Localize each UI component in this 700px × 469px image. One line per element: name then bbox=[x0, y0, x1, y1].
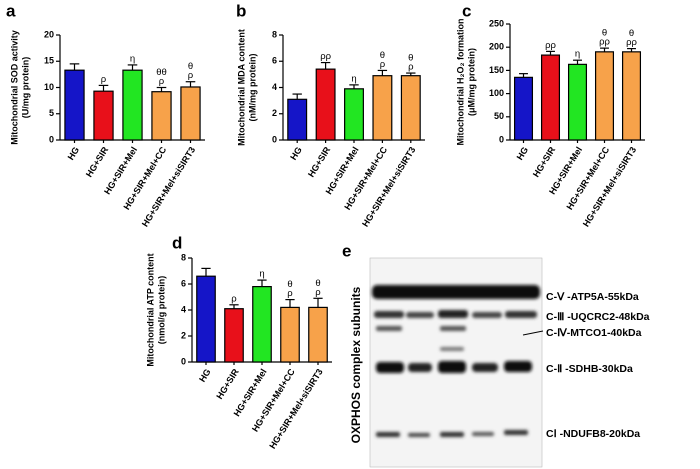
y-tick-label: 5 bbox=[49, 108, 54, 118]
bar bbox=[93, 90, 114, 141]
y-tick-label: 4 bbox=[181, 304, 186, 314]
x-tick-label: HG+SIR bbox=[84, 145, 111, 179]
x-tick-label: HG bbox=[66, 145, 82, 162]
y-tick-label: 15 bbox=[44, 56, 54, 66]
significance-label: ρ bbox=[231, 293, 237, 304]
x-tick-label: HG+SIR bbox=[214, 367, 241, 401]
significance-label: ρρ bbox=[545, 40, 556, 51]
x-tick-label: HG+SIR bbox=[306, 145, 333, 179]
y-tick-label: 0 bbox=[49, 134, 54, 144]
western-blot bbox=[369, 257, 544, 468]
band-label: C-Ⅴ -ATP5A-55kDa bbox=[546, 291, 639, 303]
x-tick-label: HG bbox=[197, 367, 213, 384]
bar bbox=[280, 306, 300, 363]
significance-label: ρ bbox=[101, 74, 107, 85]
significance-label: ρ bbox=[287, 288, 293, 299]
bar bbox=[287, 98, 308, 141]
significance-label: ρρ bbox=[626, 37, 637, 48]
y-tick-label: 2 bbox=[272, 108, 277, 118]
bar bbox=[252, 286, 272, 363]
y-tick-label: 20 bbox=[44, 29, 54, 39]
significance-label: ρ bbox=[408, 62, 414, 73]
x-tick-label: HG+SIR+Mel+siSIRT3 bbox=[360, 145, 417, 229]
bar bbox=[567, 63, 588, 141]
bar bbox=[122, 69, 143, 141]
bar bbox=[372, 75, 393, 141]
y-tick-label: 0 bbox=[499, 134, 504, 144]
y-tick-label: 4 bbox=[272, 82, 277, 92]
band-label: C-Ⅱ -SDHB-30kDa bbox=[546, 363, 633, 375]
y-axis-label: (μM/mg protein) bbox=[466, 48, 476, 116]
bar bbox=[151, 91, 172, 141]
x-tick-label: HG bbox=[515, 145, 531, 162]
y-axis-label: Mitochondrial MDA content bbox=[236, 29, 246, 146]
y-tick-label: 2 bbox=[181, 330, 186, 340]
y-tick-label: 0 bbox=[272, 134, 277, 144]
bar bbox=[64, 69, 85, 141]
significance-label: θ bbox=[602, 28, 607, 39]
significance-label: θ bbox=[287, 279, 292, 290]
bar bbox=[180, 86, 201, 141]
y-tick-label: 250 bbox=[489, 18, 504, 28]
bar bbox=[196, 275, 216, 363]
x-tick-label: HG+SIR bbox=[531, 145, 558, 179]
bar bbox=[594, 51, 615, 141]
bar bbox=[513, 76, 534, 141]
significance-label: θ bbox=[188, 61, 193, 72]
blot-ylabel: OXPHOS complex subunits bbox=[349, 286, 363, 443]
bar bbox=[621, 51, 642, 141]
y-tick-label: 10 bbox=[44, 82, 54, 92]
significance-label: ρ bbox=[380, 59, 386, 70]
y-tick-label: 6 bbox=[272, 56, 277, 66]
y-axis-label: Mitochondrial ATP content bbox=[145, 253, 155, 366]
significance-label: ρρ bbox=[599, 37, 610, 48]
panel-letter: e bbox=[342, 241, 351, 260]
significance-label: ρ bbox=[188, 70, 194, 81]
y-tick-label: 0 bbox=[181, 356, 186, 366]
significance-label: η bbox=[351, 73, 356, 84]
x-tick-label: HG bbox=[288, 145, 304, 162]
bar bbox=[400, 75, 421, 141]
significance-label: ρ bbox=[315, 287, 321, 298]
band-label: C-Ⅲ -UQCRC2-48kDa bbox=[546, 311, 650, 323]
significance-label: θ bbox=[315, 278, 320, 289]
significance-label: ρρ bbox=[320, 51, 331, 62]
band-label: C-Ⅳ-MTCO1-40kDa bbox=[546, 327, 642, 339]
bar bbox=[224, 308, 244, 363]
y-tick-label: 6 bbox=[181, 278, 186, 288]
y-tick-label: 100 bbox=[489, 88, 504, 98]
panel-letter: b bbox=[236, 1, 246, 20]
band-label: CⅠ -NDUFB8-20kDa bbox=[546, 428, 640, 440]
y-axis-label: (U/mg protein) bbox=[20, 57, 30, 119]
significance-label: θθ bbox=[156, 67, 167, 78]
significance-label: θ bbox=[380, 50, 385, 61]
x-tick-label: HG+SIR+Mel+siSIRT3 bbox=[140, 145, 197, 229]
x-tick-label: HG+SIR+Mel+siSIRT3 bbox=[581, 145, 638, 229]
significance-label: η bbox=[130, 53, 135, 64]
panel-letter: c bbox=[462, 1, 471, 20]
y-tick-label: 8 bbox=[181, 252, 186, 262]
y-axis-label: Mitochondrial SOD activity bbox=[9, 30, 19, 145]
bar bbox=[308, 306, 328, 363]
significance-label: ρ bbox=[159, 76, 165, 87]
bar bbox=[540, 54, 561, 141]
significance-label: η bbox=[575, 49, 580, 60]
y-tick-label: 50 bbox=[494, 111, 504, 121]
significance-label: η bbox=[259, 269, 264, 280]
y-tick-label: 150 bbox=[489, 65, 504, 75]
y-tick-label: 200 bbox=[489, 42, 504, 52]
y-axis-label: (nM/mg protein) bbox=[247, 54, 257, 122]
bar bbox=[315, 68, 336, 141]
significance-label: θ bbox=[629, 28, 634, 39]
panel-letter: d bbox=[172, 233, 182, 252]
y-axis-label: Mitochondrial H₂O₂ formation bbox=[455, 19, 465, 146]
panel-letter: a bbox=[6, 1, 16, 20]
y-tick-label: 8 bbox=[272, 29, 277, 39]
bar bbox=[344, 88, 364, 141]
x-tick-label: HG+SIR+Mel+siSIRT3 bbox=[267, 367, 324, 451]
y-axis-label: (nmol/g protein) bbox=[156, 276, 166, 345]
significance-label: θ bbox=[408, 53, 413, 64]
